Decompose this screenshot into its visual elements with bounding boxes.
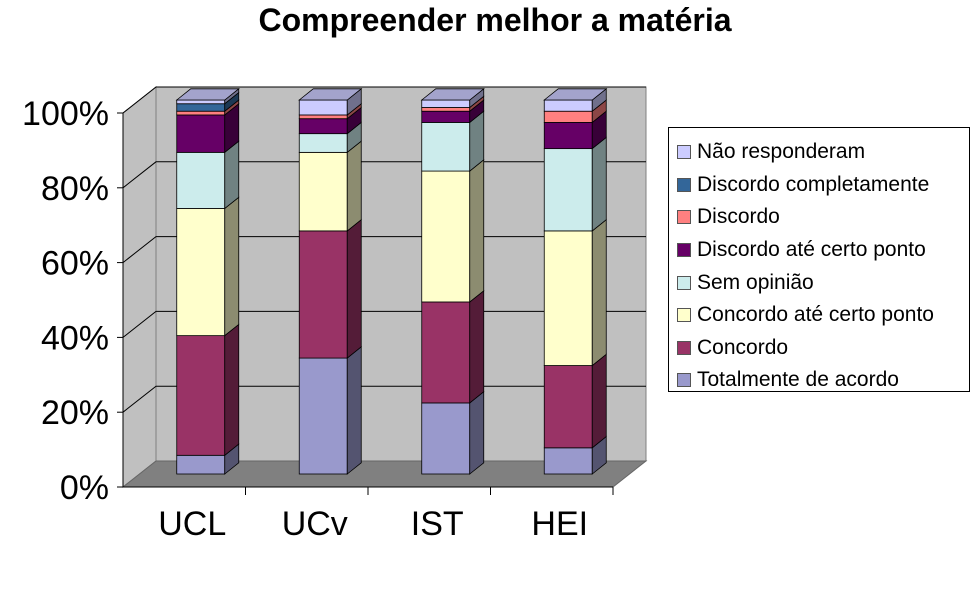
legend-item: Totalmente de acordo (669, 364, 969, 397)
legend-swatch (677, 308, 691, 323)
bar-top (298, 88, 363, 101)
bar-segment (421, 99, 471, 108)
bar-segment (543, 365, 593, 449)
bar-segment (176, 103, 226, 112)
bar-segment (298, 118, 348, 135)
bar-segment (298, 133, 348, 153)
legend-swatch (677, 145, 691, 160)
legend: Não responderam Discordo completamente Dis… (668, 127, 970, 392)
y-tick-label: 20% (41, 394, 109, 432)
bar-segment-side (591, 353, 607, 449)
bar-segment-side (591, 136, 607, 232)
y-tick-label: 100% (22, 95, 109, 133)
tick-labels: 0% 20% 40% 60% 80% 100% UCL UCv IST HEI (22, 95, 588, 543)
bar-segment (298, 151, 348, 232)
legend-swatch (677, 275, 691, 290)
bar-segment (176, 335, 226, 456)
bar-segment-side (224, 196, 240, 337)
bar-segment (421, 110, 471, 123)
x-tick-label: UCL (158, 505, 226, 543)
bar-segment (421, 107, 471, 112)
bars (175, 87, 608, 475)
x-tick-label: IST (411, 505, 464, 543)
legend-item: Concordo (669, 332, 969, 365)
bar-segment (543, 447, 593, 475)
bar-segment-side (469, 390, 485, 475)
bar-segment (421, 301, 471, 404)
bar-segment (176, 99, 226, 105)
bar-segment (421, 122, 471, 172)
bar-segment-side (346, 218, 362, 359)
bar-segment-side (346, 346, 362, 475)
legend-item: Concordo até certo ponto (669, 299, 969, 332)
bar-segment-side (469, 289, 485, 404)
legend-item: Discordo (669, 201, 969, 234)
legend-item: Sem opinião (669, 266, 969, 299)
legend-item: Não responderam (669, 136, 969, 169)
legend-swatch (677, 210, 691, 225)
bar-segment (176, 110, 226, 116)
legend-swatch (677, 177, 691, 192)
legend-label: Discordo completamente (697, 172, 930, 196)
bar-segment-side (591, 218, 607, 367)
bar-segment (176, 114, 226, 153)
legend-label: Concordo (697, 335, 789, 359)
x-tick-label: HEI (531, 505, 588, 543)
y-tick-label: 0% (60, 469, 109, 507)
bar-segment (421, 402, 471, 475)
bar-segment-side (346, 140, 362, 232)
legend-label: Totalmente de acordo (697, 368, 899, 392)
bar-segment (176, 151, 226, 209)
y-tick-label: 60% (41, 245, 109, 283)
legend-label: Não responderam (697, 140, 866, 164)
bar-segment (543, 230, 593, 366)
bar-segment (176, 454, 226, 475)
chart-title: Compreender melhor a matéria (258, 2, 732, 38)
bar-segment (543, 110, 593, 123)
bar-segment (543, 148, 593, 232)
bar-segment (543, 122, 593, 150)
bar-segment (298, 357, 348, 475)
bar-segment-side (469, 159, 485, 303)
x-tick-label: UCv (282, 505, 348, 543)
y-tick-label: 40% (41, 319, 109, 357)
legend-swatch (677, 243, 691, 258)
bar-top (420, 88, 485, 101)
gridline (122, 86, 646, 114)
bar-segment (421, 170, 471, 303)
bar-top (543, 88, 608, 101)
legend-label: Discordo até certo ponto (697, 238, 926, 262)
y-tick-label: 80% (41, 170, 109, 208)
legend-label: Discordo (697, 205, 780, 229)
legend-item: Discordo até certo ponto (669, 234, 969, 267)
bar-segment (176, 208, 226, 337)
legend-swatch (677, 340, 691, 355)
legend-label: Concordo até certo ponto (697, 303, 934, 327)
bar-segment-side (224, 323, 240, 457)
bar-segment (298, 99, 348, 116)
bar-segment (543, 99, 593, 112)
side-wall (122, 85, 157, 489)
legend-item: Discordo completamente (669, 169, 969, 202)
axes (117, 112, 614, 495)
bar-top (175, 88, 240, 101)
bar-segment-side (224, 140, 240, 210)
bar-segment (298, 230, 348, 359)
bar-segment (298, 114, 348, 120)
legend-label: Sem opinião (697, 270, 814, 294)
legend-swatch (677, 373, 691, 388)
